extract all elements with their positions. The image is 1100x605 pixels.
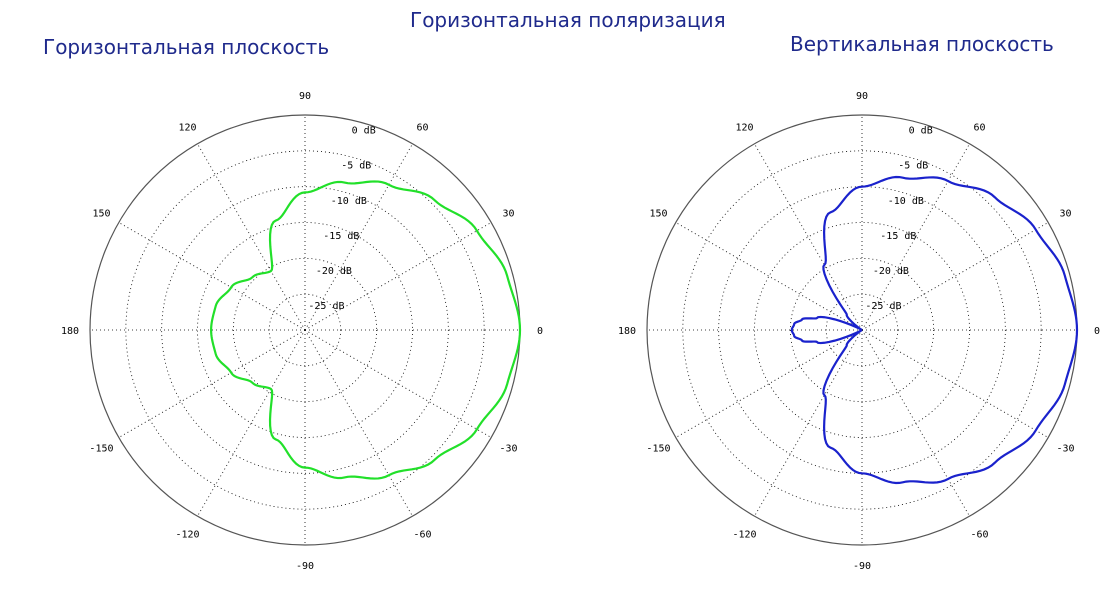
page-title: Горизонтальная поляризация xyxy=(410,8,726,32)
angle-tick-label: 150 xyxy=(92,209,110,220)
polar-grid-ring xyxy=(232,257,378,403)
angle-tick-label: -150 xyxy=(646,444,670,455)
angle-tick-label: 120 xyxy=(178,122,196,133)
polar-grid-spoke xyxy=(675,329,863,438)
angle-tick-label: -120 xyxy=(175,530,199,541)
angle-tick-label: 120 xyxy=(735,122,753,133)
radial-tick-label: -5 dB xyxy=(341,161,371,172)
pattern-series-line xyxy=(790,175,1079,485)
polar-grid-ring xyxy=(125,150,485,510)
angle-tick-label: -150 xyxy=(89,444,113,455)
polar-grid-ring xyxy=(682,150,1042,510)
angle-tick-label: 90 xyxy=(299,91,311,102)
radial-tick-label: -20 dB xyxy=(316,266,352,277)
chart-title-vertical: Вертикальная плоскость xyxy=(790,32,1054,56)
radial-tick-label: -15 dB xyxy=(323,231,359,242)
radial-tick-label: 0 dB xyxy=(909,126,933,137)
angle-tick-label: -60 xyxy=(970,530,988,541)
polar-grid-spoke xyxy=(675,222,863,331)
radial-tick-label: -15 dB xyxy=(880,231,916,242)
chart-title-horizontal: Горизонтальная плоскость xyxy=(43,35,330,59)
radial-tick-label: -25 dB xyxy=(308,301,344,312)
radial-tick-label: -20 dB xyxy=(873,266,909,277)
angle-tick-label: 60 xyxy=(416,122,428,133)
angle-tick-label: -120 xyxy=(732,530,756,541)
angle-tick-label: -90 xyxy=(296,561,314,572)
polar-grid-ring xyxy=(789,257,935,403)
radial-tick-label: -10 dB xyxy=(888,196,924,207)
angle-tick-label: -30 xyxy=(1056,444,1074,455)
polar-grid-ring xyxy=(268,293,342,367)
polar-grid-ring xyxy=(718,186,1006,474)
angle-tick-label: 30 xyxy=(1059,209,1071,220)
polar-grid-ring xyxy=(197,222,413,438)
angle-tick-label: 180 xyxy=(618,326,636,337)
radial-tick-label: -25 dB xyxy=(865,301,901,312)
radial-tick-label: -5 dB xyxy=(898,161,928,172)
angle-tick-label: -60 xyxy=(413,530,431,541)
angle-tick-label: 150 xyxy=(649,209,667,220)
angle-tick-label: -30 xyxy=(499,444,517,455)
angle-tick-label: 90 xyxy=(856,91,868,102)
angle-tick-label: 30 xyxy=(502,209,514,220)
radial-tick-label: -10 dB xyxy=(331,196,367,207)
angle-tick-label: 0 xyxy=(537,326,543,337)
angle-tick-label: -90 xyxy=(853,561,871,572)
angle-tick-label: 0 xyxy=(1094,326,1100,337)
radial-tick-label: 0 dB xyxy=(352,126,376,137)
polar-grid-ring xyxy=(825,293,899,367)
polar-grid-spoke xyxy=(754,143,863,331)
angle-tick-label: 180 xyxy=(61,326,79,337)
angle-tick-label: 60 xyxy=(973,122,985,133)
pattern-series-line xyxy=(210,180,522,480)
polar-grid-ring xyxy=(754,222,970,438)
polar-grid-ring xyxy=(161,186,449,474)
